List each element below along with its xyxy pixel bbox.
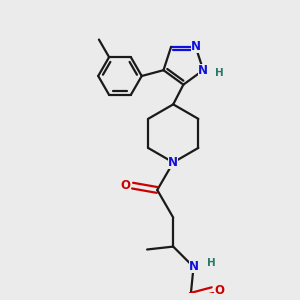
Text: N: N (191, 40, 201, 53)
Text: O: O (215, 284, 225, 297)
Text: H: H (207, 258, 215, 268)
Text: N: N (188, 260, 199, 273)
Text: H: H (215, 68, 224, 78)
Text: O: O (120, 179, 130, 192)
Text: N: N (168, 156, 178, 169)
Text: N: N (198, 64, 208, 77)
